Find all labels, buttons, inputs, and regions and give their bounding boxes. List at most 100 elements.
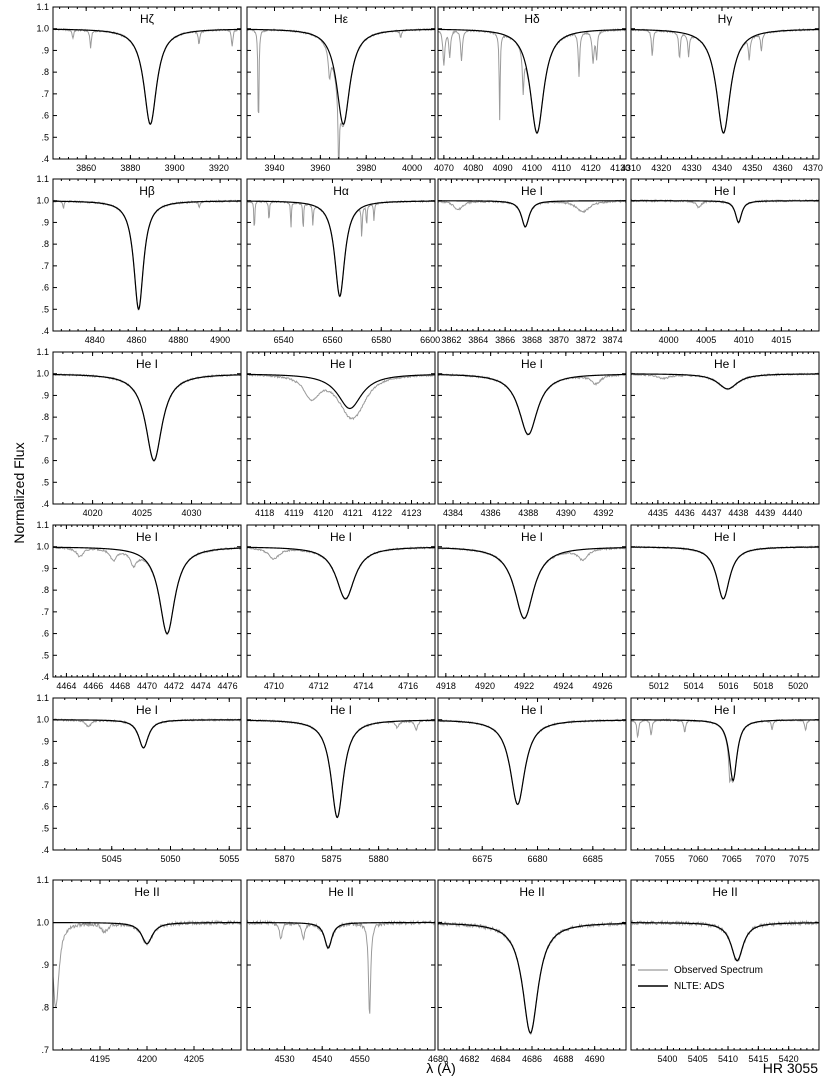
y-tick-label: .8 [41,585,49,595]
x-tick-label: 4472 [164,681,184,691]
y-tick-label: .5 [41,304,49,314]
y-tick-label: .7 [41,780,49,790]
x-tick-label: 5400 [657,1054,677,1064]
x-tick-label: 4340 [712,163,732,173]
x-tick-label: 6600 [420,335,440,345]
x-tick-label: 4119 [284,508,303,518]
y-tick-label: .9 [41,390,49,400]
x-tick-label: 4320 [651,163,671,173]
panel-frame [437,879,627,1051]
model-spectrum-line [438,547,626,619]
x-tick-label: 4924 [553,681,573,691]
y-tick-label: .9 [41,736,49,746]
panel: 4000 4005 4010 4015 He I [630,178,820,345]
x-tick-label: 4438 [728,508,748,518]
x-tick-label: 4100 [522,163,542,173]
x-tick-label: 4840 [85,335,105,345]
x-tick-label: 4476 [218,681,238,691]
panel: 7055 7060 7065 7070 7075 He I [630,697,820,864]
panel-frame [246,524,436,678]
panel: 4680 4682 4684 4686 4688 4690 He II [428,879,627,1064]
x-tick-label: 4090 [493,163,513,173]
y-tick-label: 1.1 [36,174,49,184]
y-tick-label: .6 [41,802,49,812]
x-tick-label: 5405 [688,1054,708,1064]
model-spectrum-line [438,28,626,134]
panel-frame [437,351,627,505]
observed-spectrum-line [631,545,819,600]
model-spectrum-line [53,546,241,635]
panel-title: He I [330,703,352,717]
x-tick-label: 3960 [310,163,330,173]
panel: 3940 3960 3980 4000 Hε [246,6,436,173]
observed-spectrum-line [631,372,819,391]
panel-grid: 3860 3880 3900 3920 .4 .5 .6 .7 .8 .9 1.0 1.1 Hζ 3940… [36,2,822,1064]
y-tick-label: 1.0 [36,715,49,725]
x-tick-label: 3872 [576,335,596,345]
x-tick-label: 3870 [549,335,569,345]
x-tick-label: 3866 [495,335,515,345]
x-tick-label: 4070 [434,163,454,173]
x-tick-label: 3940 [264,163,284,173]
model-spectrum-line [247,28,435,126]
x-tick-label: 4860 [127,335,147,345]
panel-frame [52,178,242,332]
y-tick-label: .9 [41,960,49,970]
x-tick-label: 4686 [522,1054,542,1064]
panel: 4435 4436 4437 4438 4439 4440 He I [630,351,820,518]
x-tick-label: 3900 [165,163,185,173]
panel: 3862 3864 3866 3868 3870 3872 3874 He I [437,178,627,345]
y-tick-label: .4 [41,672,49,682]
y-tick-label: .7 [41,89,49,99]
y-tick-label: .7 [41,607,49,617]
x-tick-label: 7070 [755,854,775,864]
panel: 4530 4540 4550 He II [246,879,436,1064]
observed-spectrum-line [631,198,819,225]
model-spectrum-line [631,719,819,782]
x-tick-label: 4550 [350,1054,370,1064]
panel-frame [437,178,627,332]
model-spectrum-line [631,28,819,134]
model-spectrum-line [631,546,819,600]
model-spectrum-line [53,922,241,945]
x-tick-label: 4918 [436,681,456,691]
x-tick-label: 4712 [309,681,329,691]
model-spectrum-line [438,373,626,436]
y-tick-label: .9 [41,45,49,55]
x-tick-label: 4439 [755,508,775,518]
panel-title: He II [519,885,544,899]
x-tick-label: 4922 [514,681,534,691]
y-tick-label: 1.1 [36,2,49,12]
panel-title: Hγ [718,12,733,26]
x-tick-label: 4030 [182,508,202,518]
x-tick-label: 3864 [468,335,488,345]
observed-spectrum-line [438,27,626,135]
y-tick-label: .7 [41,261,49,271]
panel: 4384 4386 4388 4390 4392 He I [437,351,627,518]
y-tick-label: 1.0 [36,918,49,928]
y-tick-label: .4 [41,499,49,509]
panel-title: He I [521,357,543,371]
y-tick-label: .8 [41,412,49,422]
x-tick-label: 4195 [90,1054,110,1064]
panel-frame [630,351,820,505]
model-spectrum-line [53,28,241,125]
observed-spectrum-line [247,919,435,1014]
panel: 4020 4025 4030 .4 .5 .6 .7 .8 .9 1.0 1.1 He I [36,347,242,518]
x-tick-label: 4468 [110,681,130,691]
y-tick-label: .5 [41,650,49,660]
x-tick-label: 4440 [782,508,802,518]
x-tick-label: 4310 [621,163,641,173]
panel-frame [52,351,242,505]
x-tick-label: 3868 [522,335,542,345]
legend-model-label: NLTE: ADS [674,981,725,992]
y-tick-label: .5 [41,132,49,142]
x-tick-label: 4010 [734,335,754,345]
y-tick-label: 1.0 [36,24,49,34]
model-spectrum-line [631,200,819,224]
model-spectrum-line [438,922,626,1034]
x-tick-label: 4000 [659,335,679,345]
y-tick-label: .8 [41,239,49,249]
x-tick-label: 4390 [556,508,576,518]
